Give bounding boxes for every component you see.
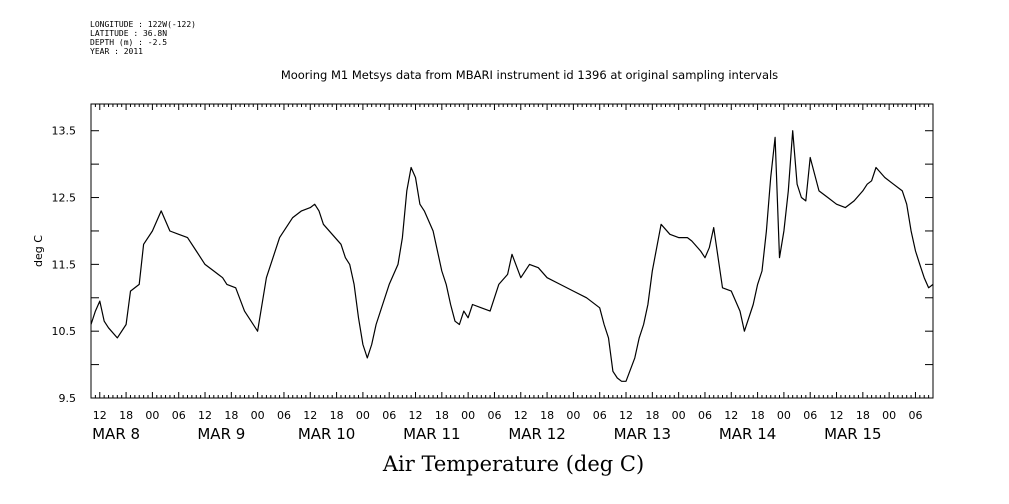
y-tick-label: 10.5 <box>52 325 77 338</box>
x-tick-labels: 12 18 00 06 12 18 00 06 12 18 00 06 12 18 00 06 12 18 00 06… <box>93 409 923 422</box>
x-tick-label: 00 <box>882 409 896 422</box>
x-tick-label: 12 <box>830 409 844 422</box>
x-tick-label: 06 <box>382 409 396 422</box>
date-label: MAR 12 <box>508 425 565 443</box>
x-tick-label: 12 <box>724 409 738 422</box>
x-tick-label: 00 <box>566 409 580 422</box>
x-tick-label: 06 <box>908 409 922 422</box>
x-tick-label: 18 <box>119 409 133 422</box>
y-tick-label: 12.5 <box>52 192 77 205</box>
plot-frame <box>90 103 934 399</box>
y-tick-label: 9.5 <box>59 392 77 405</box>
x-tick-label: 18 <box>751 409 765 422</box>
x-tick-label: 06 <box>277 409 291 422</box>
x-tick-label: 06 <box>803 409 817 422</box>
x-axis-title: Air Temperature (deg C) <box>382 452 645 476</box>
longitude-label: LONGITUDE : 122W(-122) <box>90 20 196 29</box>
x-tick-label: 18 <box>856 409 870 422</box>
x-tick-label: 06 <box>698 409 712 422</box>
x-tick-label: 00 <box>356 409 370 422</box>
latitude-label: LATITUDE : 36.8N <box>90 29 168 38</box>
x-tick-label: 12 <box>303 409 317 422</box>
x-tick-label: 00 <box>251 409 265 422</box>
x-tick-label: 06 <box>487 409 501 422</box>
year-label: YEAR : 2011 <box>90 47 143 56</box>
x-tick-label: 12 <box>198 409 212 422</box>
x-tick-label: 18 <box>540 409 554 422</box>
x-tick-label: 00 <box>461 409 475 422</box>
x-tick-label: 18 <box>645 409 659 422</box>
x-tick-label: 12 <box>409 409 423 422</box>
date-label: MAR 8 <box>92 425 140 443</box>
y-tick-label: 11.5 <box>52 258 77 271</box>
x-tick-label: 00 <box>777 409 791 422</box>
x-tick-label: 18 <box>224 409 238 422</box>
y-axis-label: deg C <box>32 235 45 267</box>
date-label: MAR 15 <box>824 425 881 443</box>
date-label: MAR 14 <box>719 425 776 443</box>
x-tick-label: 06 <box>593 409 607 422</box>
x-tick-label: 00 <box>145 409 159 422</box>
x-tick-label: 12 <box>514 409 528 422</box>
x-tick-label: 12 <box>93 409 107 422</box>
depth-label: DEPTH (m) : -2.5 <box>90 38 168 47</box>
y-tick-label: 13.5 <box>52 125 77 138</box>
x-tick-label: 18 <box>330 409 344 422</box>
date-label: MAR 11 <box>403 425 460 443</box>
x-tick-label: 12 <box>619 409 633 422</box>
chart-title: Mooring M1 Metsys data from MBARI instru… <box>280 68 779 82</box>
y-tick-labels: 9.5 10.5 11.5 12.5 13.5 <box>52 125 77 405</box>
date-label: MAR 13 <box>614 425 671 443</box>
x-tick-label: 00 <box>672 409 686 422</box>
date-label: MAR 10 <box>298 425 355 443</box>
series-line <box>90 130 934 382</box>
metadata-block: LONGITUDE : 122W(-122) LATITUDE : 36.8N … <box>90 20 196 56</box>
date-label: MAR 9 <box>197 425 245 443</box>
date-labels: MAR 8 MAR 9 MAR 10 MAR 11 MAR 12 MAR 13 MAR 14… <box>92 425 881 443</box>
x-tick-label: 18 <box>435 409 449 422</box>
x-tick-label: 06 <box>172 409 186 422</box>
axis-ticks <box>90 104 934 399</box>
series-group <box>90 130 934 382</box>
